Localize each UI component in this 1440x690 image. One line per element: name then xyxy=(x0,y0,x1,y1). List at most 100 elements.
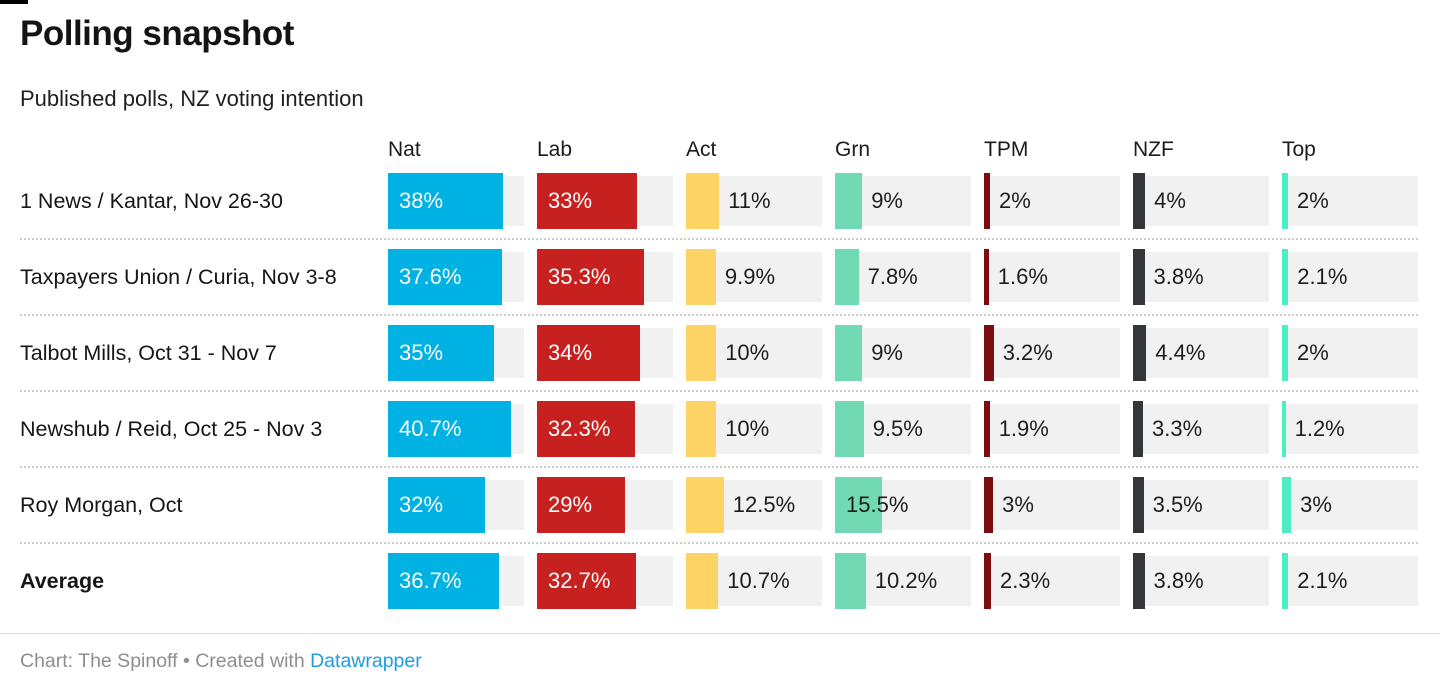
bar-track: 35% xyxy=(388,325,524,381)
column-header-act: Act xyxy=(686,138,717,161)
top-bar xyxy=(1282,401,1286,457)
bar-track: 2.3% xyxy=(984,553,1120,609)
act-bar xyxy=(686,325,717,381)
lab-bar xyxy=(537,401,635,457)
top-accent-mark xyxy=(0,0,28,4)
value-label: 9% xyxy=(871,340,903,365)
cell-top: 2.1% xyxy=(1282,249,1431,305)
cell-tpm: 1.9% xyxy=(984,401,1133,457)
value-label: 2.1% xyxy=(1297,568,1348,593)
bar-track: 32.7% xyxy=(537,553,673,609)
cell-tpm: 3% xyxy=(984,477,1133,533)
bar-track: 3.3% xyxy=(1133,401,1269,457)
cell-nzf: 4.4% xyxy=(1133,325,1282,381)
bar-track: 7.8% xyxy=(835,249,971,305)
cell-tpm: 2% xyxy=(984,173,1133,229)
value-label: 10% xyxy=(725,340,770,365)
cell-nzf: 3.5% xyxy=(1133,477,1282,533)
table-row: Newshub / Reid, Oct 25 - Nov 3 40.7% 32.3%… xyxy=(0,392,1440,466)
bar-track: 10.2% xyxy=(835,553,971,609)
bar-track: 9.9% xyxy=(686,249,822,305)
bar-track: 4% xyxy=(1133,173,1269,229)
bar-track: 37.6% xyxy=(388,249,524,305)
cell-top: 2% xyxy=(1282,173,1431,229)
bar-track: 36.7% xyxy=(388,553,524,609)
column-header-nzf: NZF xyxy=(1133,138,1174,161)
value-label: 2.1% xyxy=(1297,264,1348,289)
cell-top: 2.1% xyxy=(1282,553,1431,609)
bar-track: 32.3% xyxy=(537,401,673,457)
lab-bar xyxy=(537,325,640,381)
row-divider xyxy=(20,390,1418,392)
column-header-tpm: TPM xyxy=(984,138,1029,161)
act-bar xyxy=(686,173,720,229)
cell-tpm: 1.6% xyxy=(984,249,1133,305)
cell-nat: 40.7% xyxy=(388,401,537,457)
cell-nzf: 3.3% xyxy=(1133,401,1282,457)
table-row: Average 36.7% 32.7% 10.7% 10.2% 2.3% 3.8% 2.1% xyxy=(0,544,1440,618)
table-row: Talbot Mills, Oct 31 - Nov 7 35% 34% 10% 9% 3… xyxy=(0,316,1440,390)
chart-subtitle: Published polls, NZ voting intention xyxy=(20,86,364,111)
nat-bar xyxy=(388,249,502,305)
bar-track: 2.1% xyxy=(1282,249,1418,305)
lab-bar xyxy=(537,249,644,305)
bar-track: 4.4% xyxy=(1133,325,1269,381)
column-headers: Nat Lab Act Grn TPM NZF Top xyxy=(388,138,1431,162)
value-label: 10.7% xyxy=(727,568,790,593)
value-label: 40.7% xyxy=(399,416,462,441)
cell-grn: 9.5% xyxy=(835,401,984,457)
value-label: 29% xyxy=(548,492,593,517)
bar-track: 3.8% xyxy=(1133,553,1269,609)
value-label: 34% xyxy=(548,340,593,365)
nzf-bar xyxy=(1133,249,1145,305)
bar-track: 32% xyxy=(388,477,524,533)
act-bar xyxy=(686,553,719,609)
bar-track: 3.8% xyxy=(1133,249,1269,305)
bar-track: 15.5% xyxy=(835,477,971,533)
lab-bar xyxy=(537,173,637,229)
cell-grn: 9% xyxy=(835,325,984,381)
bar-track: 10% xyxy=(686,401,822,457)
value-label: 3.3% xyxy=(1152,416,1203,441)
cell-nzf: 4% xyxy=(1133,173,1282,229)
nzf-bar xyxy=(1133,553,1145,609)
cell-lab: 32.3% xyxy=(537,401,686,457)
lab-bar xyxy=(537,553,636,609)
page-title: Polling snapshot xyxy=(20,14,294,53)
datawrapper-link[interactable]: Datawrapper xyxy=(310,650,422,672)
value-label: 33% xyxy=(548,188,593,213)
grn-bar xyxy=(835,249,859,305)
cell-nzf: 3.8% xyxy=(1133,249,1282,305)
bar-track: 33% xyxy=(537,173,673,229)
value-label: 12.5% xyxy=(732,492,796,517)
bar-track: 12.5% xyxy=(686,477,822,533)
bar-track: 2% xyxy=(984,173,1120,229)
cell-lab: 34% xyxy=(537,325,686,381)
nat-bar xyxy=(388,553,499,609)
cell-nat: 36.7% xyxy=(388,553,537,609)
value-label: 37.6% xyxy=(399,264,462,289)
table-row: Roy Morgan, Oct 32% 29% 12.5% 15.5% 3% 3.5% 3% xyxy=(0,468,1440,542)
bar-track: 11% xyxy=(686,173,822,229)
row-label: Talbot Mills, Oct 31 - Nov 7 xyxy=(20,340,277,365)
bar-track: 2% xyxy=(1282,173,1418,229)
grn-bar xyxy=(835,325,863,381)
cell-top: 1.2% xyxy=(1282,401,1431,457)
value-label: 3.8% xyxy=(1153,264,1204,289)
value-label: 32% xyxy=(399,492,444,517)
act-bar xyxy=(686,249,716,305)
value-label: 1.9% xyxy=(998,416,1049,441)
value-label: 11% xyxy=(728,188,771,213)
table-row: 1 News / Kantar, Nov 26-30 38% 33% 11% 9% 2% 4… xyxy=(0,164,1440,238)
bar-track: 40.7% xyxy=(388,401,524,457)
bar-track: 10.7% xyxy=(686,553,822,609)
cell-grn: 10.2% xyxy=(835,553,984,609)
bar-track: 9.5% xyxy=(835,401,971,457)
nzf-bar xyxy=(1133,173,1146,229)
nat-bar xyxy=(388,325,494,381)
nzf-bar xyxy=(1133,477,1144,533)
cell-lab: 29% xyxy=(537,477,686,533)
nat-bar xyxy=(388,173,503,229)
bar-track: 9% xyxy=(835,325,971,381)
row-label: Newshub / Reid, Oct 25 - Nov 3 xyxy=(20,416,323,441)
